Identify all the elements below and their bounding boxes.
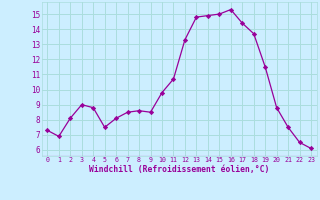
X-axis label: Windchill (Refroidissement éolien,°C): Windchill (Refroidissement éolien,°C) xyxy=(89,165,269,174)
